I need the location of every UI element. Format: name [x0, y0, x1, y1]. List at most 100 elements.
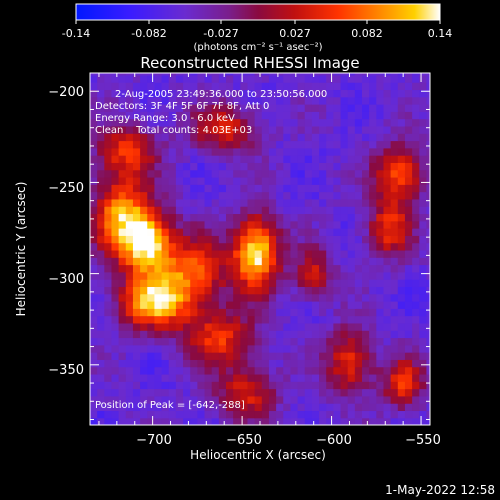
- heatmap-cell: [168, 111, 177, 120]
- heatmap-cell: [226, 111, 234, 120]
- heatmap-cell: [154, 191, 163, 200]
- heatmap-cell: [175, 176, 184, 185]
- heatmap-cell: [304, 162, 313, 171]
- heatmap-cell: [261, 235, 270, 244]
- heatmap-cell: [369, 279, 377, 287]
- heatmap-cell: [111, 359, 120, 368]
- heatmap-cell: [261, 264, 270, 273]
- heatmap-cell: [168, 213, 177, 222]
- heatmap-cell: [168, 73, 177, 76]
- heatmap-cell: [376, 74, 385, 83]
- heatmap-cell: [190, 403, 198, 412]
- heatmap-cell: [140, 271, 148, 280]
- heatmap-cell: [226, 89, 234, 98]
- heatmap-cell: [340, 366, 349, 375]
- heatmap-cell: [304, 235, 313, 244]
- heatmap-cell: [211, 286, 220, 295]
- heatmap-cell: [354, 176, 363, 185]
- heatmap-cell: [376, 213, 385, 222]
- heatmap-cell: [347, 82, 356, 91]
- heatmap-cell: [147, 155, 156, 163]
- heatmap-cell: [90, 220, 98, 229]
- heatmap-cell: [247, 228, 256, 236]
- heatmap-cell: [118, 293, 127, 302]
- heatmap-cell: [362, 373, 370, 382]
- heatmap-cell: [111, 220, 120, 229]
- heatmap-cell: [247, 176, 256, 185]
- heatmap-cell: [161, 322, 170, 331]
- heatmap-cell: [304, 147, 313, 156]
- heatmap-cell: [190, 125, 198, 134]
- heatmap-cell: [326, 264, 334, 273]
- heatmap-cell: [290, 74, 299, 83]
- heatmap-cell: [290, 73, 299, 76]
- heatmap-cell: [319, 125, 327, 134]
- heatmap-cell: [390, 235, 399, 244]
- heatmap-cell: [297, 337, 306, 346]
- heatmap-cell: [268, 162, 277, 171]
- heatmap-cell: [412, 228, 420, 236]
- heatmap-cell: [297, 96, 306, 105]
- heatmap-cell: [161, 111, 170, 120]
- heatmap-cell: [376, 264, 385, 273]
- heatmap-cell: [254, 147, 263, 156]
- heatmap-cell: [175, 271, 184, 280]
- heatmap-cell: [111, 74, 120, 83]
- heatmap-cell: [111, 279, 120, 287]
- heatmap-cell: [97, 271, 105, 280]
- heatmap-cell: [240, 300, 249, 309]
- heatmap-cell: [218, 344, 227, 353]
- heatmap-cell: [283, 133, 292, 142]
- heatmap-cell: [283, 213, 292, 222]
- heatmap-cell: [197, 344, 206, 353]
- heatmap-cell: [183, 410, 191, 419]
- heatmap-cell: [319, 104, 327, 112]
- heatmap-cell: [319, 366, 327, 375]
- heatmap-cell: [154, 228, 163, 236]
- heatmap-cell: [226, 82, 234, 91]
- heatmap-cell: [132, 133, 141, 142]
- heatmap-cell: [90, 330, 98, 339]
- heatmap-cell: [297, 213, 306, 222]
- heatmap-cell: [426, 381, 430, 390]
- heatmap-cell: [276, 242, 284, 251]
- heatmap-cell: [211, 293, 220, 302]
- heatmap-cell: [97, 388, 105, 397]
- heatmap-cell: [97, 322, 105, 331]
- heatmap-cell: [132, 337, 141, 346]
- heatmap-cell: [183, 176, 191, 185]
- heatmap-cell: [161, 395, 170, 404]
- heatmap-cell: [311, 322, 320, 331]
- heatmap-cell: [311, 337, 320, 346]
- heatmap-cell: [97, 184, 105, 193]
- heatmap-cell: [354, 213, 363, 222]
- heatmap-cell: [419, 410, 428, 419]
- heatmap-cell: [390, 74, 399, 83]
- heatmap-cell: [419, 96, 428, 105]
- heatmap-cell: [390, 264, 399, 273]
- heatmap-cell: [383, 410, 392, 419]
- heatmap-cell: [168, 162, 177, 171]
- heatmap-cell: [168, 286, 177, 295]
- heatmap-cell: [154, 381, 163, 390]
- heatmap-cell: [197, 82, 206, 91]
- heatmap-cell: [319, 176, 327, 185]
- heatmap-cell: [319, 213, 327, 222]
- heatmap-cell: [354, 96, 363, 105]
- heatmap-cell: [132, 111, 141, 120]
- heatmap-cell: [261, 89, 270, 98]
- heatmap-cell: [247, 155, 256, 163]
- heatmap-cell: [190, 198, 198, 207]
- heatmap-cell: [404, 96, 413, 105]
- heatmap-cell: [190, 388, 198, 397]
- heatmap-cell: [297, 293, 306, 302]
- heatmap-cell: [104, 417, 113, 425]
- heatmap-cell: [168, 249, 177, 258]
- heatmap-cell: [347, 133, 356, 142]
- heatmap-cell: [390, 395, 399, 404]
- heatmap-cell: [340, 337, 349, 346]
- heatmap-cell: [226, 213, 234, 222]
- heatmap-cell: [419, 315, 428, 324]
- heatmap-cell: [240, 206, 249, 215]
- heatmap-cell: [254, 293, 263, 302]
